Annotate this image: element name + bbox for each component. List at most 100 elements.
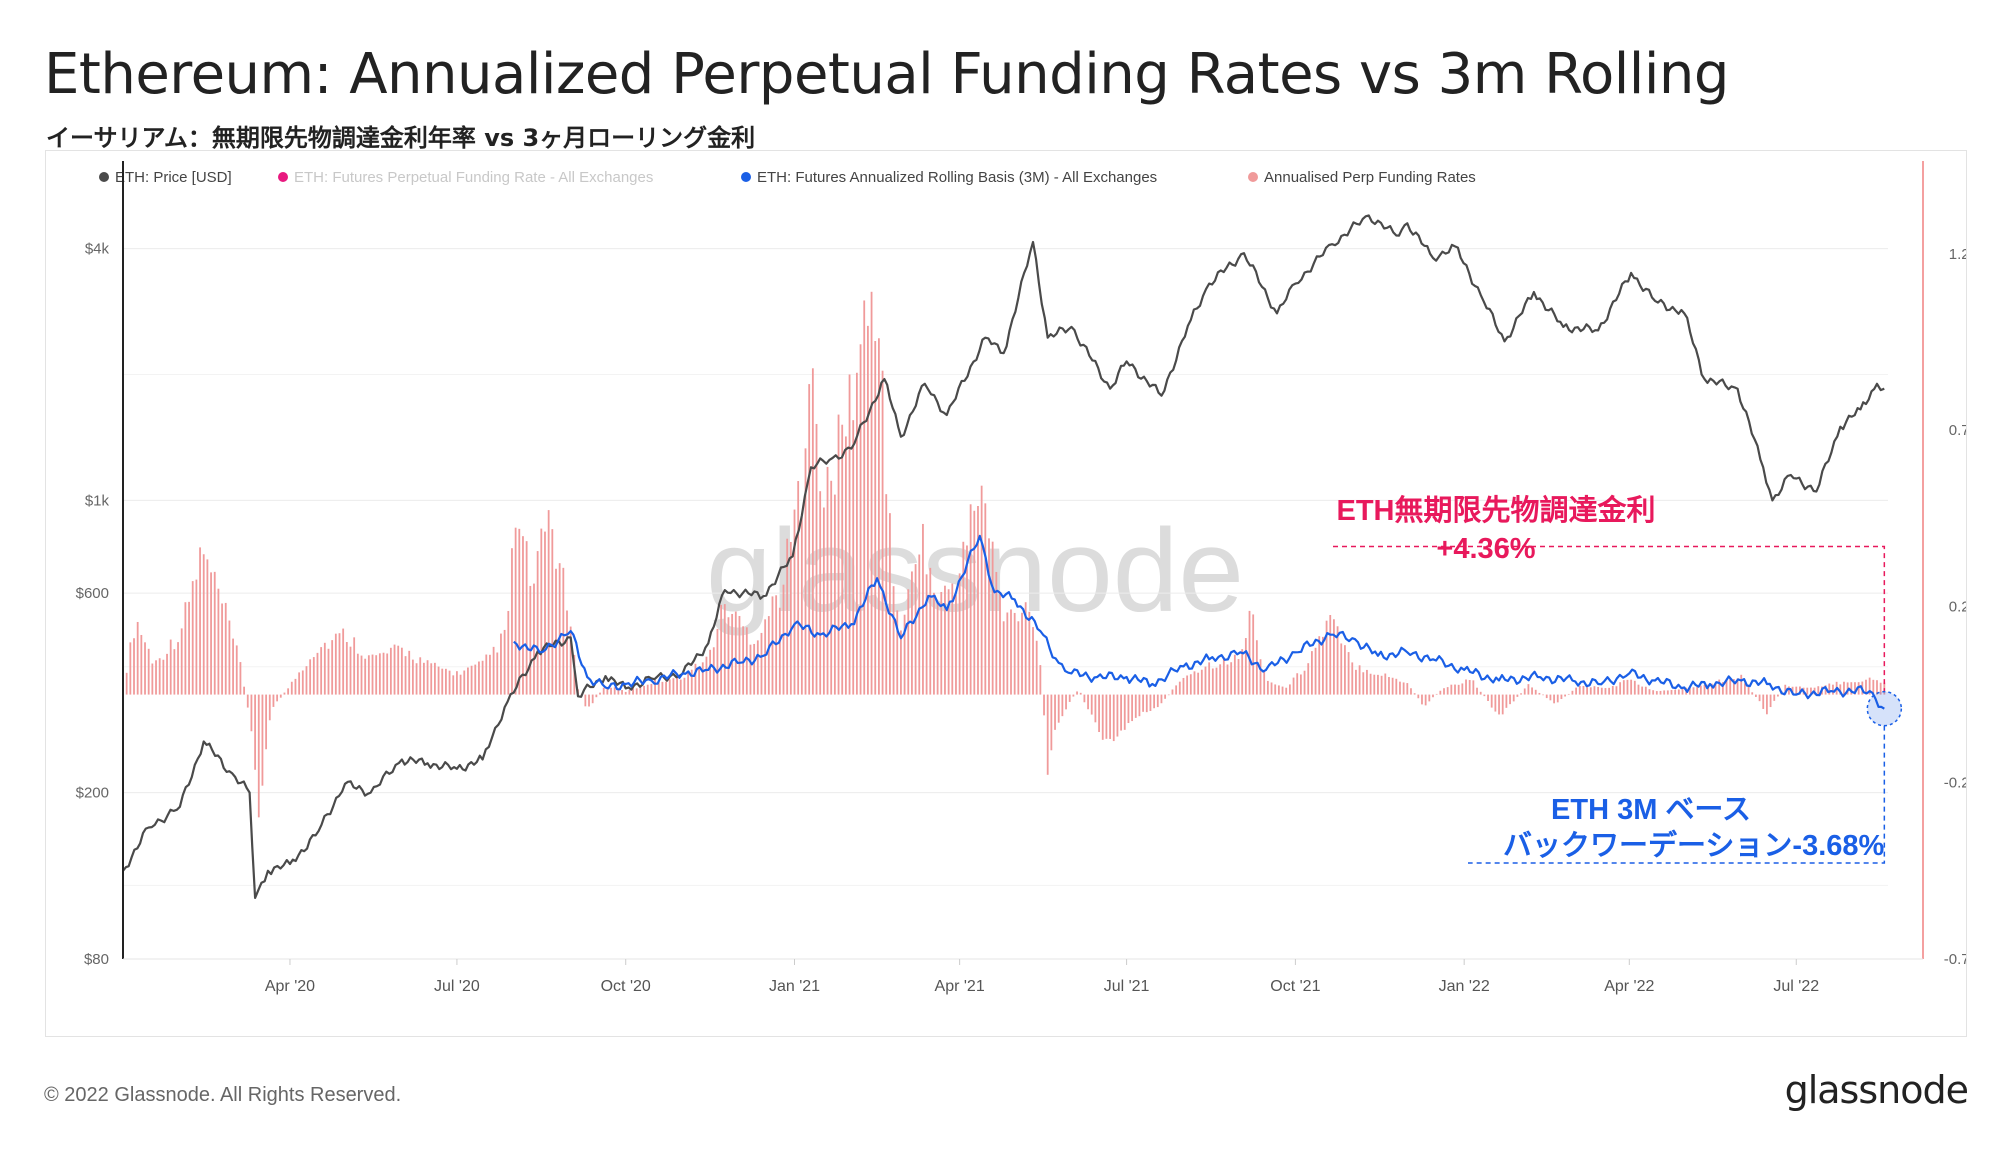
- funding-bar: [797, 481, 800, 695]
- funding-bar: [1454, 684, 1456, 695]
- funding-bar: [316, 652, 319, 695]
- funding-bar: [485, 654, 488, 695]
- funding-bar: [903, 614, 906, 695]
- funding-bar: [173, 649, 176, 695]
- funding-bar: [430, 663, 433, 695]
- funding-bar: [1432, 694, 1434, 698]
- funding-bar: [1035, 640, 1038, 695]
- funding-bar: [1527, 684, 1530, 695]
- funding-bar: [613, 687, 616, 695]
- funding-bar: [1366, 669, 1368, 695]
- funding-bar: [1582, 686, 1585, 695]
- funding-bar: [1538, 692, 1541, 695]
- funding-bar: [1692, 687, 1695, 695]
- legend-label-2[interactable]: ETH: Futures Annualized Rolling Basis (3…: [757, 169, 1157, 186]
- funding-bar: [584, 694, 587, 707]
- funding-bar: [463, 670, 466, 695]
- funding-bar: [844, 436, 847, 695]
- funding-bar: [1039, 665, 1042, 695]
- funding-bar: [166, 653, 168, 695]
- funding-bar: [588, 694, 590, 707]
- x-tick-label: Oct '21: [1270, 978, 1320, 995]
- funding-bar: [929, 567, 932, 695]
- funding-bar: [1542, 694, 1544, 696]
- funding-bar: [808, 384, 811, 695]
- funding-bar: [353, 637, 356, 695]
- funding-bar: [1145, 694, 1148, 713]
- funding-bar: [624, 691, 627, 695]
- funding-bar: [1116, 694, 1119, 737]
- funding-bar: [1791, 686, 1794, 695]
- funding-bar: [1494, 694, 1497, 712]
- funding-bar: [279, 694, 282, 698]
- legend-label-1[interactable]: ETH: Futures Perpetual Funding Rate - Al…: [294, 169, 653, 186]
- funding-bar: [1806, 687, 1809, 695]
- funding-bar: [382, 652, 385, 695]
- funding-bar: [1666, 690, 1669, 695]
- funding-bar: [1670, 690, 1673, 695]
- funding-bar: [815, 423, 818, 695]
- funding-bar: [558, 563, 561, 695]
- funding-bar: [272, 694, 275, 707]
- funding-bar: [1523, 688, 1526, 695]
- funding-bar: [1399, 681, 1401, 695]
- funding-bar: [1424, 694, 1427, 706]
- funding-bar: [294, 678, 297, 695]
- funding-bar: [881, 370, 884, 695]
- funding-bar: [1589, 687, 1592, 695]
- funding-bar: [1021, 612, 1023, 695]
- funding-bar: [1718, 679, 1721, 695]
- funding-bar: [1644, 686, 1647, 695]
- funding-bar: [936, 603, 939, 695]
- chart-panel: glassnode ETH: Price [USD]ETH: Futures P…: [45, 150, 1978, 1037]
- funding-bar: [1476, 687, 1478, 695]
- funding-bar: [1211, 668, 1214, 695]
- legend-label-3[interactable]: Annualised Perp Funding Rates: [1264, 169, 1476, 186]
- funding-bar: [837, 414, 840, 695]
- funding-bar: [1215, 667, 1218, 695]
- funding-bar: [1310, 651, 1313, 695]
- funding-bar: [760, 632, 763, 695]
- funding-bar: [1248, 610, 1251, 695]
- funding-bar: [753, 643, 756, 695]
- funding-bar: [1799, 686, 1801, 695]
- funding-bar: [885, 494, 888, 695]
- funding-bar: [1743, 683, 1746, 695]
- funding-bar: [158, 658, 161, 695]
- funding-bar: [1773, 694, 1776, 701]
- funding-bar: [1872, 679, 1875, 695]
- funding-bar: [1751, 692, 1754, 695]
- funding-bar: [202, 554, 205, 695]
- funding-bar: [1149, 694, 1152, 711]
- funding-bar: [1160, 694, 1163, 704]
- funding-bar: [349, 646, 352, 695]
- funding-bar: [514, 527, 517, 695]
- funding-bar: [661, 681, 664, 695]
- funding-bar: [1824, 685, 1827, 695]
- funding-bar: [213, 571, 216, 695]
- funding-bar: [492, 646, 495, 695]
- funding-bar: [342, 628, 345, 695]
- funding-bar: [140, 634, 143, 695]
- legend-label-0[interactable]: ETH: Price [USD]: [115, 169, 232, 186]
- funding-bar: [632, 688, 634, 695]
- funding-bar: [676, 675, 678, 695]
- funding-bar: [287, 688, 290, 695]
- funding-bar: [1076, 691, 1078, 695]
- funding-bar: [478, 661, 480, 695]
- funding-bar: [1112, 694, 1115, 742]
- funding-bar: [1795, 686, 1798, 695]
- funding-bar: [459, 674, 462, 695]
- funding-bar: [918, 554, 921, 695]
- funding-bar: [162, 659, 165, 695]
- funding-bar: [1358, 665, 1361, 695]
- blue-annotation-title: ETH 3M ベース: [1551, 794, 1751, 826]
- funding-bar: [195, 579, 198, 695]
- x-tick-label: Jul '20: [434, 978, 480, 995]
- funding-bar: [456, 671, 458, 695]
- funding-bar: [1747, 685, 1750, 695]
- funding-bar: [470, 665, 473, 695]
- funding-bar: [900, 630, 902, 695]
- legend-marker-2: [741, 172, 751, 182]
- funding-bar: [276, 694, 279, 702]
